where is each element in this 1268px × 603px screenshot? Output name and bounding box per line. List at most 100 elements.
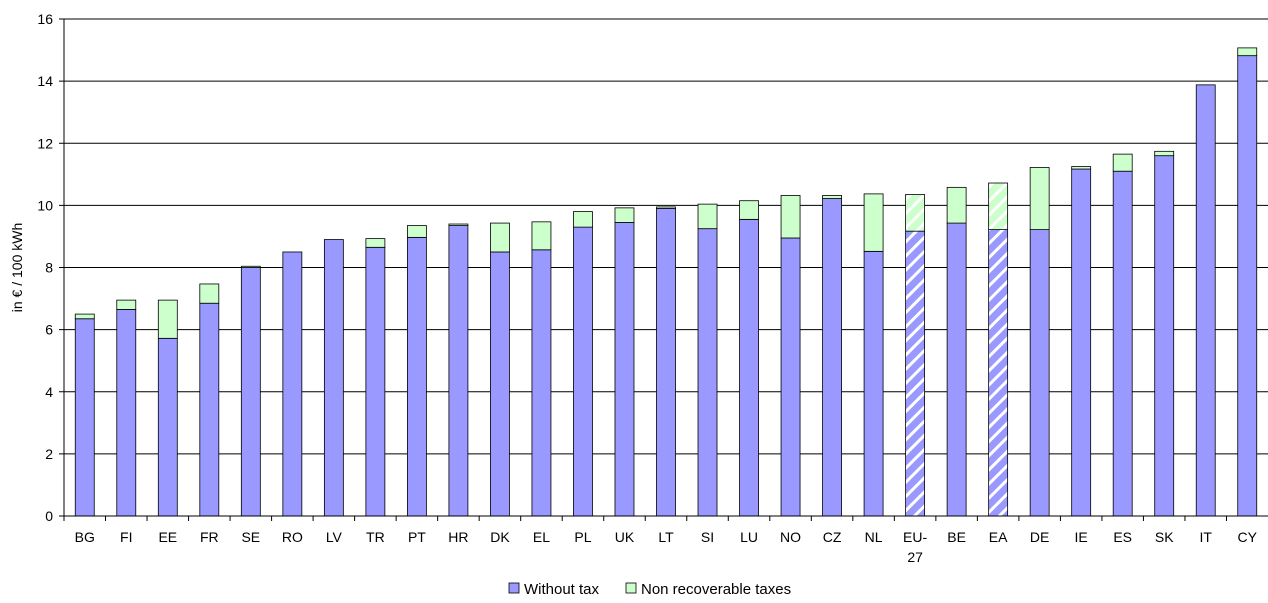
bar-without-tax-cy (1237, 55, 1258, 517)
bar-non-recoverable-taxes-fr (199, 283, 220, 304)
bar-non-recoverable-taxes-pl (573, 211, 593, 228)
bar-without-tax-ea (988, 229, 1009, 517)
bar-without-tax-ro (282, 251, 303, 517)
y-tick-label: 14 (37, 73, 53, 89)
bar-non-recoverable-taxes-sk (1154, 150, 1175, 157)
legend: Without tax Non recoverable taxes (508, 581, 791, 598)
x-tick-label: FR (200, 529, 219, 545)
bar-without-tax-de (1029, 229, 1050, 517)
x-tick-label: SE (241, 529, 260, 545)
y-tick-label: 10 (37, 197, 53, 213)
x-tick-label: HR (448, 529, 468, 545)
bar-non-recoverable-taxes-de (1029, 167, 1050, 231)
legend-swatch-non-recoverable-taxes (625, 582, 637, 594)
bar-non-recoverable-taxes-eu-27 (905, 194, 926, 232)
bar-non-recoverable-taxes-se (240, 265, 261, 268)
bar-without-tax-nl (863, 250, 884, 517)
bar-non-recoverable-taxes-si (697, 203, 718, 230)
x-tick-label: PT (408, 529, 426, 545)
bar-non-recoverable-taxes-nl (863, 193, 884, 252)
y-tick-label: 0 (45, 508, 53, 524)
bar-without-tax-be (946, 222, 967, 517)
y-tick-label: 8 (45, 260, 53, 276)
legend-label-without-tax: Without tax (524, 581, 600, 598)
x-tick-label: LU (740, 529, 758, 545)
x-tick-label: NL (865, 529, 883, 545)
x-tick-label: RO (282, 529, 303, 545)
x-tick-label: LT (658, 529, 674, 545)
bar-non-recoverable-taxes-be (946, 186, 967, 224)
bar-non-recoverable-taxes-el (531, 221, 552, 251)
x-tick-label: SI (701, 529, 714, 545)
x-tick-label: CZ (823, 529, 842, 545)
bar-without-tax-tr (365, 246, 386, 517)
bar-without-tax-fr (199, 302, 220, 517)
x-tick-label: EL (533, 529, 550, 545)
bar-without-tax-cz (822, 198, 842, 517)
x-tick-label: BE (947, 529, 966, 545)
bar-without-tax-uk (614, 222, 635, 517)
bar-non-recoverable-taxes-hr (448, 223, 469, 226)
bar-without-tax-ie (1071, 168, 1092, 517)
bar-non-recoverable-taxes-ea (988, 182, 1009, 231)
bar-without-tax-it (1195, 84, 1216, 517)
bar-non-recoverable-taxes-tr (365, 238, 386, 248)
bar-non-recoverable-taxes-ie (1071, 166, 1092, 170)
bar-non-recoverable-taxes-lt (656, 206, 676, 209)
y-tick-label: 2 (45, 446, 53, 462)
bar-non-recoverable-taxes-ee (157, 299, 178, 339)
bars (74, 47, 1258, 517)
bar-non-recoverable-taxes-fi (116, 299, 137, 310)
x-tick-label: EU-27 (903, 529, 927, 565)
x-tick-label: EA (989, 529, 1008, 545)
x-tick-label: DE (1030, 529, 1049, 545)
bar-without-tax-dk (490, 251, 510, 517)
bar-without-tax-lu (739, 218, 759, 517)
bar-non-recoverable-taxes-bg (74, 313, 95, 320)
bar-non-recoverable-taxes-uk (614, 207, 635, 223)
x-tick-label: EE (158, 529, 177, 545)
bar-without-tax-ee (157, 337, 178, 517)
x-tick-label: DK (490, 529, 510, 545)
x-tick-label: TR (366, 529, 385, 545)
bar-non-recoverable-taxes-pt (406, 225, 427, 238)
legend-swatch-without-tax (508, 582, 520, 594)
bar-without-tax-lt (656, 208, 676, 517)
y-tick-label: 12 (37, 135, 53, 151)
x-tick-label: BG (75, 529, 95, 545)
x-tick-label: UK (615, 529, 635, 545)
x-tick-label: FI (120, 529, 132, 545)
bar-without-tax-sk (1154, 155, 1175, 517)
bar-without-tax-pl (573, 226, 593, 517)
bar-without-tax-el (531, 249, 552, 517)
y-tick-label: 4 (45, 384, 53, 400)
y-axis-title: in € / 100 kWh (9, 223, 25, 313)
bar-without-tax-lv (323, 239, 344, 517)
bar-non-recoverable-taxes-dk (490, 222, 510, 253)
axes: 0 2 4 6 8 10 12 14 16 BG FI EE FR SE RO LV TR PT HR DK EL PL U… (37, 11, 1268, 565)
bar-non-recoverable-taxes-cz (822, 195, 842, 199)
x-tick-label: ES (1113, 529, 1132, 545)
bar-without-tax-pt (406, 236, 427, 517)
bar-non-recoverable-taxes-es (1112, 153, 1133, 172)
bar-without-tax-fi (116, 309, 137, 517)
bar-without-tax-si (697, 228, 718, 517)
x-tick-label: IE (1075, 529, 1088, 545)
x-tick-label: CY (1238, 529, 1258, 545)
x-tick-label: NO (780, 529, 801, 545)
bar-without-tax-hr (448, 225, 469, 517)
x-tick-label: PL (574, 529, 591, 545)
bar-non-recoverable-taxes-lu (739, 200, 759, 220)
bar-without-tax-se (240, 267, 261, 517)
legend-label-non-recoverable-taxes: Non recoverable taxes (641, 581, 791, 598)
bar-without-tax-bg (74, 318, 95, 517)
x-tick-label: LV (326, 529, 343, 545)
bar-without-tax-eu-27 (905, 230, 926, 517)
x-tick-label: IT (1199, 529, 1212, 545)
x-tick-label: SK (1155, 529, 1174, 545)
bar-without-tax-es (1112, 170, 1133, 517)
y-tick-label: 6 (45, 322, 53, 338)
bar-non-recoverable-taxes-cy (1237, 47, 1258, 57)
y-tick-label: 16 (37, 11, 53, 27)
